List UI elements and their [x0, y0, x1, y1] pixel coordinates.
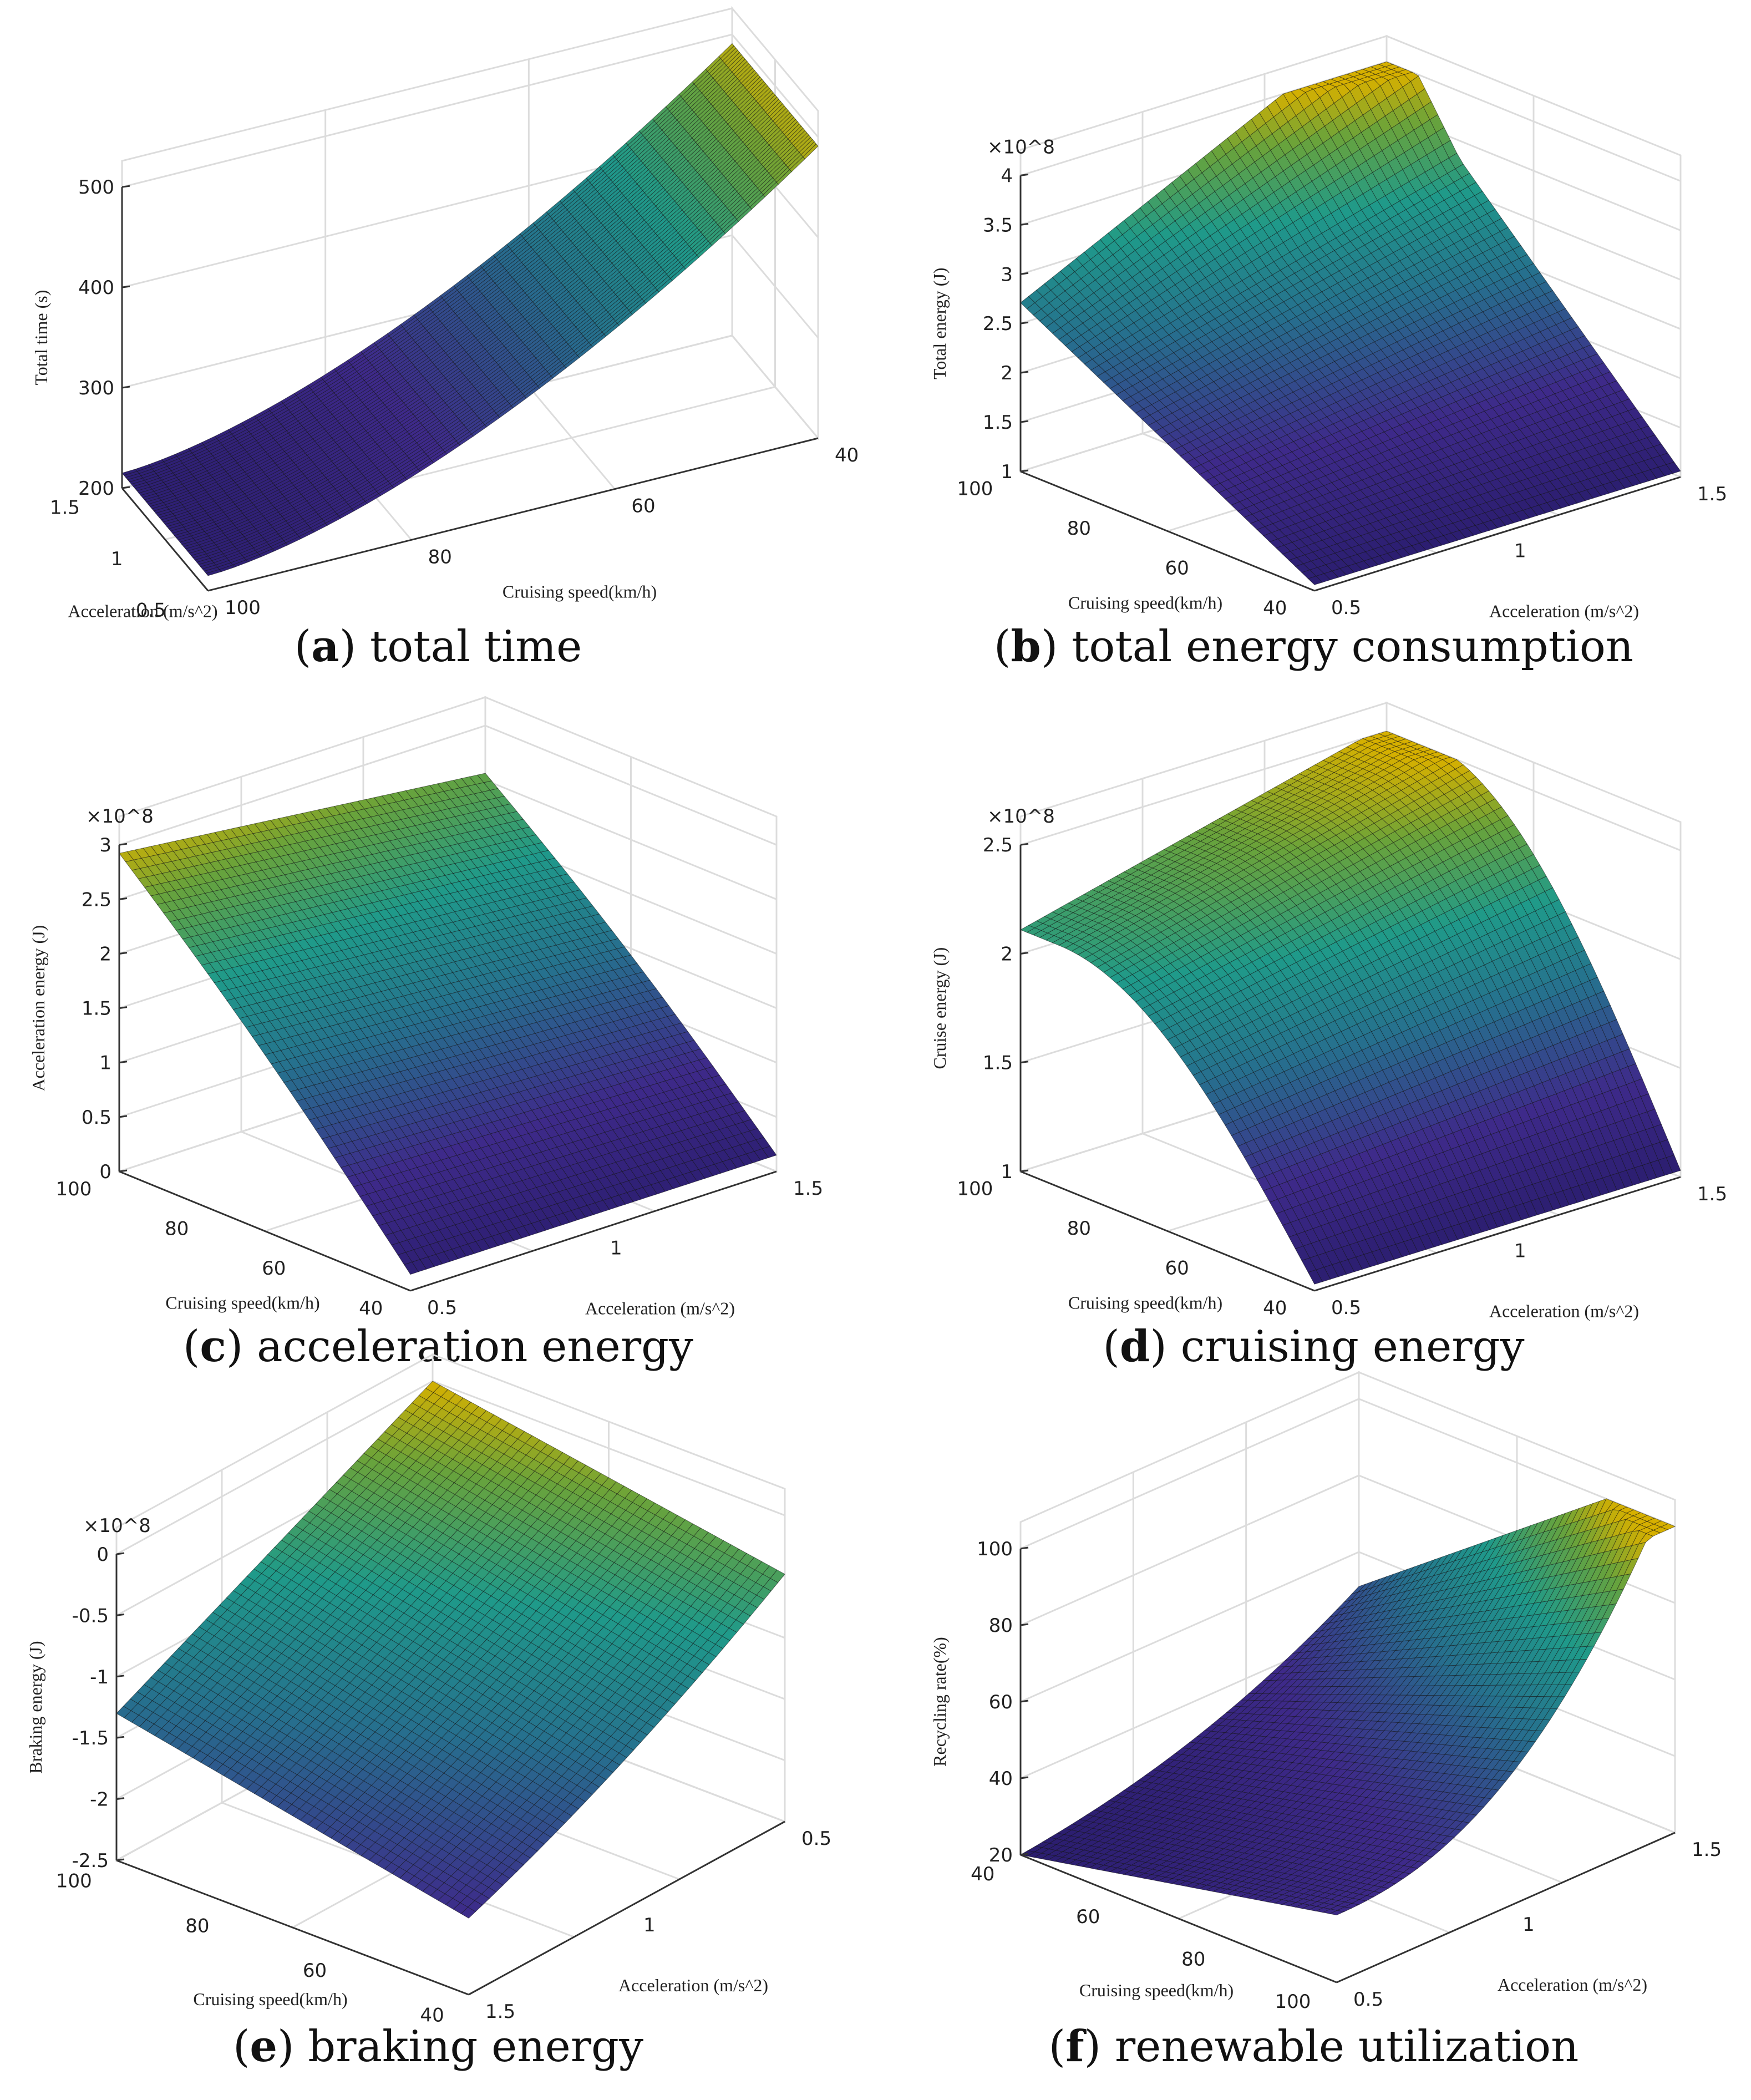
- z-tick: [121, 385, 130, 389]
- right-axis-label: Acceleration (m/s^2): [1489, 601, 1639, 621]
- caption-b: (b) total energy consumption: [993, 621, 1634, 672]
- left-tick-label: 60: [1165, 557, 1189, 580]
- z-tick: [1020, 222, 1029, 226]
- right-tick-label: 100: [225, 597, 261, 619]
- z-tick-label: 3: [1001, 263, 1013, 286]
- surface: [1020, 61, 1681, 585]
- z-tick: [1020, 321, 1029, 324]
- z-tick-label: 1.5: [983, 412, 1013, 434]
- right-tick-label: 0.5: [1331, 597, 1361, 619]
- z-tick: [121, 486, 130, 489]
- exponent-label: ×10^8: [987, 136, 1055, 158]
- right-axis-label: Cruising speed(km/h): [503, 582, 657, 602]
- z-tick-label: 200: [78, 478, 114, 500]
- z-tick: [1020, 173, 1029, 176]
- right-tick-label: 1: [1514, 540, 1526, 562]
- left-axis-label: Acceleration (m/s^2): [68, 601, 217, 621]
- surface: [119, 773, 777, 1275]
- z-tick-label: 300: [78, 377, 114, 399]
- chart-a: 200 300 400 500 1.5 1 0.5 100 80 60 40 Total time (…: [31, 6, 859, 622]
- z-tick: [1020, 469, 1029, 473]
- left-tick-label: 100: [957, 478, 993, 500]
- z-tick: [121, 185, 130, 188]
- left-tick-label: 0.5: [136, 600, 166, 622]
- z-tick-label: 4: [1001, 165, 1013, 187]
- chart-b: 1 1.5 2 2.5 3 3.5 4 100 80 60 40 0.5 1 1.5 Total energ…: [930, 34, 1727, 621]
- z-tick-label: 2.5: [983, 313, 1013, 335]
- panel-a: 200 300 400 500 1.5 1 0.5 100 80 60 40 Total time (…: [0, 0, 876, 700]
- right-tick-label: 1.5: [1697, 483, 1727, 505]
- surface-cell: [205, 569, 222, 576]
- z-axis-label: Total energy (J): [930, 267, 950, 379]
- z-tick: [121, 285, 130, 288]
- axis-left: [121, 488, 209, 591]
- z-tick-label: 3.5: [983, 214, 1013, 236]
- z-tick-label: 1: [1001, 461, 1013, 483]
- left-tick-label: 80: [1067, 518, 1091, 540]
- z-tick-label: 2: [1001, 362, 1013, 384]
- z-tick: [1020, 371, 1029, 374]
- surface: [121, 43, 819, 576]
- z-tick: [1020, 420, 1029, 423]
- floor-gridline: [528, 385, 616, 490]
- panel-b: 1 1.5 2 2.5 3 3.5 4 100 80 60 40 0.5 1 1.5 Total energ…: [876, 0, 1751, 700]
- caption-a: (a) total time: [294, 621, 582, 672]
- left-tick-label: 40: [1263, 597, 1287, 619]
- z-tick: [1020, 272, 1029, 275]
- floor-gridline: [731, 335, 819, 439]
- axes: 200 300 400 500 1.5 1 0.5 100 80 60 40 Total time (…: [31, 176, 859, 621]
- left-tick-label: 1.5: [50, 497, 80, 519]
- right-tick-label: 80: [428, 546, 452, 568]
- z-tick-label: 400: [78, 277, 114, 299]
- z-axis-label: Total time (s): [31, 290, 51, 385]
- left-tick-label: 1: [111, 548, 123, 570]
- axis-right: [207, 437, 819, 592]
- panel-c: 0 0.5 1 1.5 2 2.5 3 100 80 60 40 0.5 1 1.5 Acceleratio…: [0, 696, 876, 1400]
- z-tick-label: 500: [78, 176, 114, 199]
- left-axis-label: Cruising speed(km/h): [1068, 593, 1222, 613]
- right-tick-label: 40: [835, 444, 859, 466]
- right-tick-label: 60: [631, 495, 655, 518]
